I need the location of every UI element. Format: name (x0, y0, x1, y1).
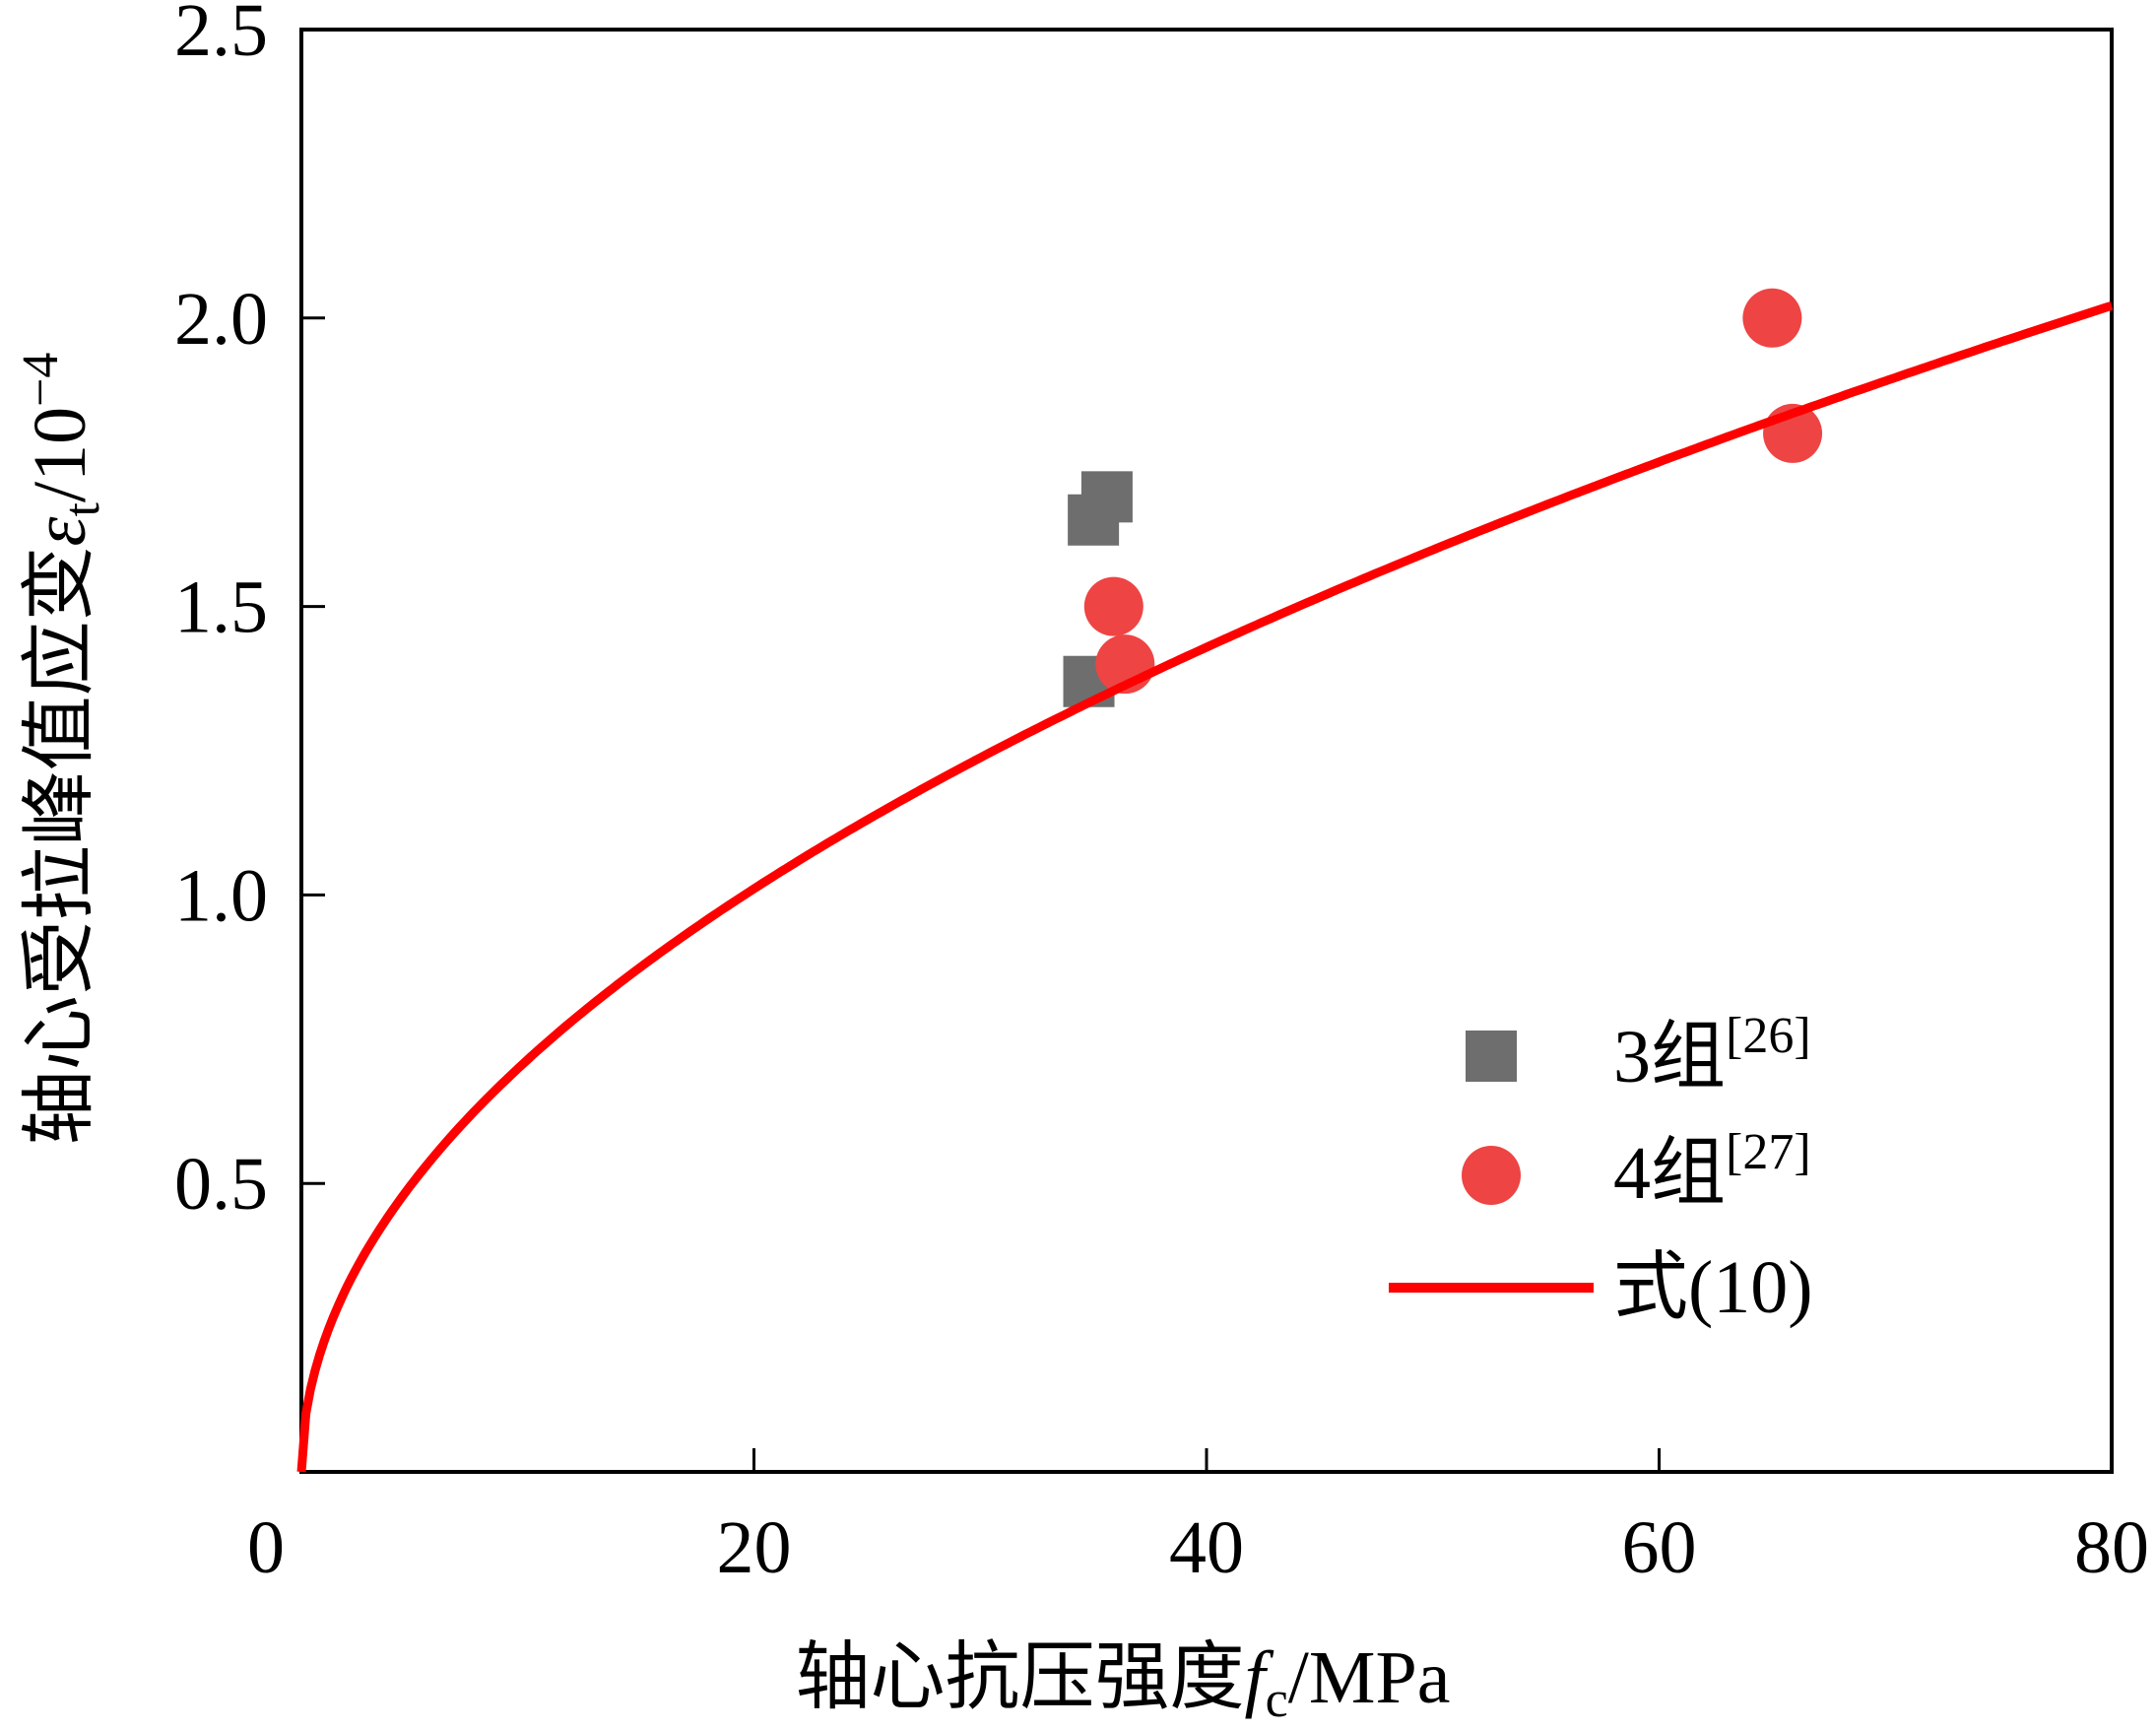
x-tick-label: 20 (717, 1506, 792, 1589)
y-axis-symbol: ε (19, 516, 101, 546)
x-tick-label: 0 (247, 1506, 285, 1589)
y-tick-label: 0.5 (174, 1143, 268, 1226)
plot-frame (299, 28, 2114, 1474)
x-tick-label: 40 (1169, 1506, 1244, 1589)
legend-name-series-2: 4组 (1613, 1132, 1726, 1215)
series-1-point (1068, 494, 1120, 546)
y-tick-label: 2.5 (174, 0, 268, 72)
series-3-line (296, 300, 2114, 1473)
legend-name-series-1: 3组 (1613, 1016, 1726, 1099)
y-tick-label: 1.5 (174, 566, 268, 649)
y-axis-unit: /10 (19, 407, 101, 502)
y-tick-label: 2.0 (174, 278, 268, 361)
x-axis-label-text: 轴心抗压强度 (796, 1636, 1245, 1719)
x-tick-label: 60 (1622, 1506, 1697, 1589)
legend-label-series-2: 4组[27] (1613, 1124, 1811, 1215)
y-axis-symbol-sub: t (54, 501, 110, 516)
legend-label-series-3: 式(10) (1613, 1246, 1813, 1329)
legend-label-series-1: 3组[26] (1613, 1008, 1811, 1099)
series-2-point (1742, 288, 1802, 348)
series-2-point (1083, 576, 1143, 636)
y-axis-unit-exp: −4 (13, 353, 69, 407)
legend-marker-circle (1462, 1146, 1521, 1205)
x-axis-label: 轴心抗压强度fc/MPa (796, 1636, 1451, 1728)
y-axis-label-text: 轴心受拉峰值应变 (19, 546, 101, 1145)
y-axis: 0.5 1.0 1.5 2.0 2.5 (174, 0, 325, 1226)
x-axis-unit: /MPa (1288, 1636, 1451, 1719)
plot-area (296, 288, 2114, 1473)
x-axis: 0 20 40 60 80 (247, 1448, 2149, 1589)
x-tick-label: 80 (2074, 1506, 2149, 1589)
y-tick-label: 1.0 (174, 854, 268, 937)
legend-marker-square (1466, 1031, 1517, 1082)
legend-ref-series-2: [27] (1726, 1124, 1811, 1180)
y-axis-label: 轴心受拉峰值应变εt/10−4 (13, 353, 110, 1146)
legend-ref-series-1: [26] (1726, 1008, 1811, 1064)
x-axis-symbol-sub: c (1266, 1672, 1288, 1728)
legend: 3组[26] 4组[27] 式(10) (1389, 1008, 1813, 1329)
